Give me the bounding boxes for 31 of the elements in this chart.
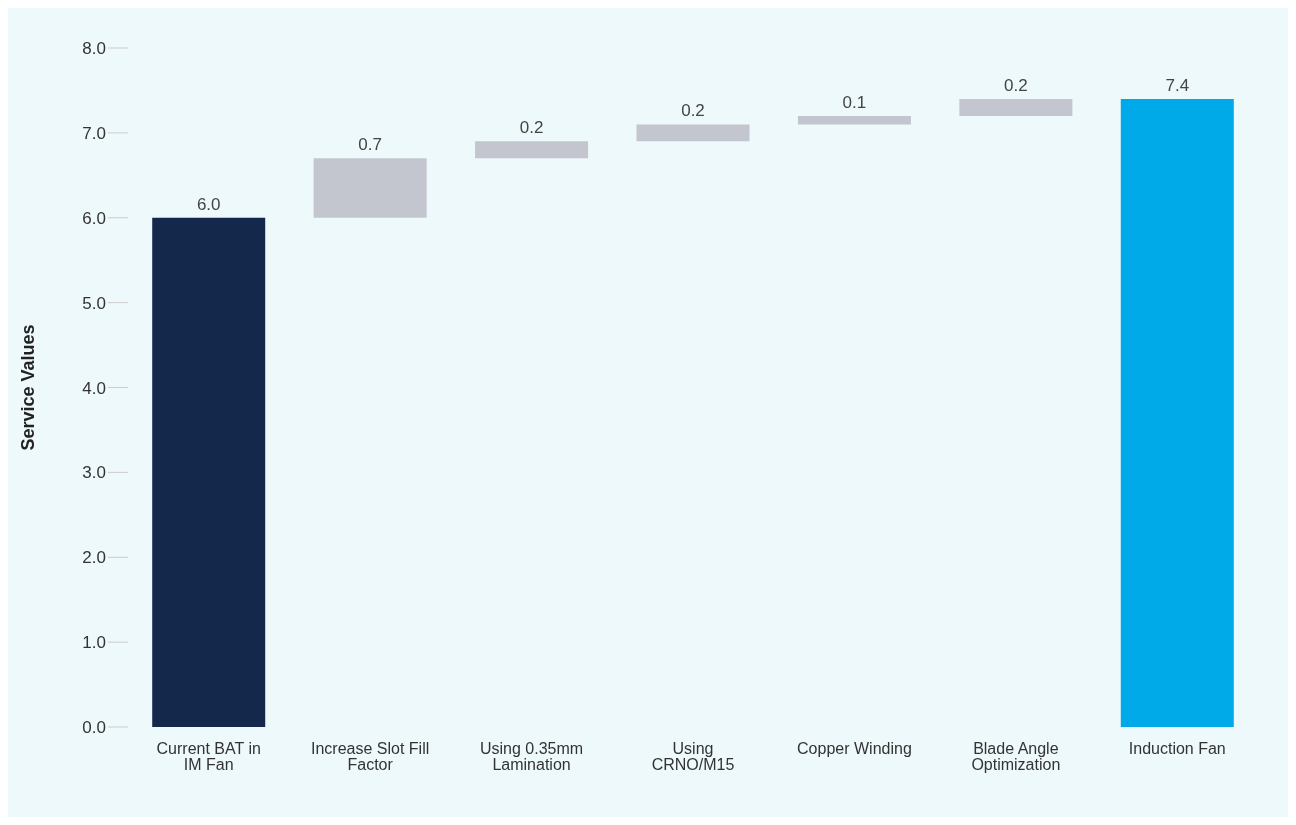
- data-label: 0.2: [519, 118, 544, 138]
- y-tick-label: 4.0: [82, 378, 106, 398]
- bar: [475, 141, 589, 159]
- y-tick-label: 3.0: [82, 463, 106, 483]
- data-label: 7.4: [1165, 75, 1190, 95]
- y-tick-label: 5.0: [82, 293, 106, 313]
- y-tick-label: 7.0: [82, 123, 106, 143]
- x-tick-label: Induction Fan: [1128, 740, 1226, 758]
- y-tick-label: 6.0: [82, 208, 106, 228]
- bar: [959, 98, 1073, 116]
- data-label: 0.7: [358, 135, 382, 155]
- x-tick-label: Using CRNO/M15: [651, 740, 735, 774]
- x-tick-label: Current BAT in IM Fan: [156, 740, 261, 774]
- x-tick-label: Blade Angle Optimization: [971, 740, 1061, 774]
- bar: [797, 115, 911, 125]
- y-tick-label: 2.0: [82, 548, 106, 568]
- bar: [313, 158, 427, 218]
- y-axis-title: Service Values: [18, 324, 39, 451]
- data-label: 0.2: [1004, 75, 1028, 95]
- bar: [1120, 98, 1234, 727]
- x-tick-label: Using 0.35mm Lamination: [479, 740, 584, 774]
- x-tick-label: Increase Slot Fill Factor: [311, 740, 430, 774]
- x-tick-label: Copper Winding: [797, 740, 912, 758]
- y-tick-label: 1.0: [82, 633, 106, 653]
- data-label: 0.1: [842, 92, 867, 112]
- y-tick-label: 8.0: [82, 39, 106, 59]
- bar: [636, 124, 750, 142]
- bar: [152, 217, 266, 727]
- data-label: 0.2: [681, 101, 705, 121]
- y-tick-label: 0.0: [82, 718, 106, 738]
- data-label: 6.0: [196, 194, 221, 214]
